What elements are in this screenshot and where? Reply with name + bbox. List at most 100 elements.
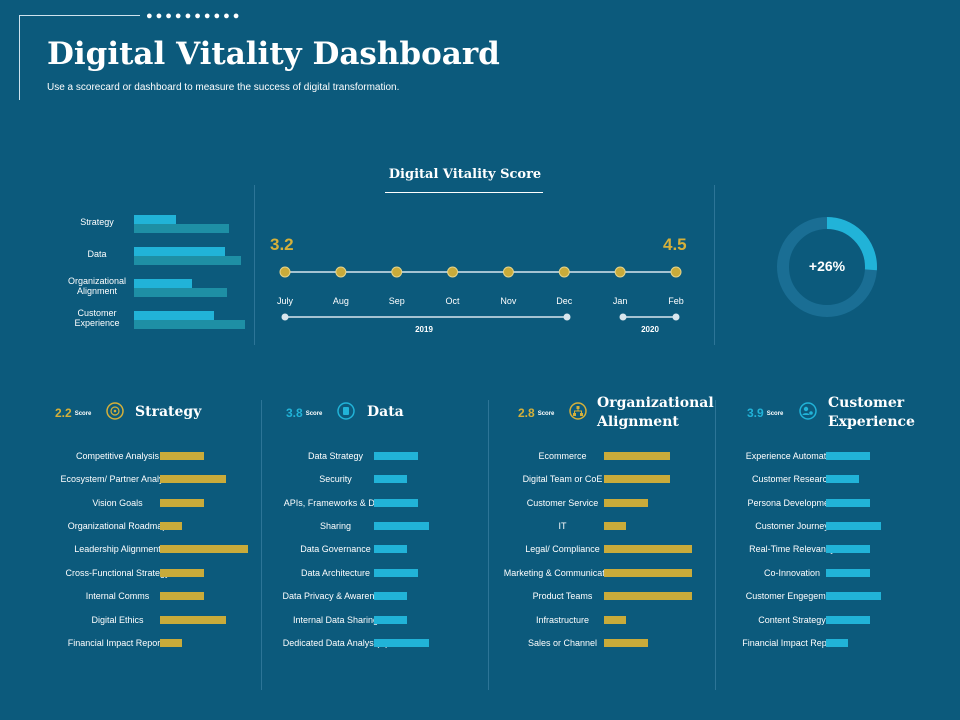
growth-percent: +26% xyxy=(808,258,846,274)
bar-series1-organizational-alignment xyxy=(134,279,192,288)
row-label-data-strategy: Data Strategy xyxy=(307,451,364,461)
divider xyxy=(261,400,262,690)
row-label-financial-impact-reports: Financial Impact Reports xyxy=(67,638,168,648)
row-label-real-time-relevancy: Real-Time Relevancy xyxy=(749,544,835,554)
timeline-dot-nov xyxy=(502,266,514,278)
bar-strategy-organizational-roadmap xyxy=(160,522,182,530)
customer-icon xyxy=(799,402,817,420)
bar-customer-experience-customer-research xyxy=(826,475,859,483)
row-label-data-governance: Data Governance xyxy=(300,544,371,554)
strategy-title: Strategy xyxy=(135,404,202,420)
strategy-score: 2.2 Score xyxy=(55,406,92,420)
page-subtitle: Use a scorecard or dashboard to measure … xyxy=(47,82,400,93)
month-label-feb: Feb xyxy=(668,296,684,306)
bar-customer-experience-content-strategy xyxy=(826,616,870,624)
bar-strategy-financial-impact-reports xyxy=(160,639,182,647)
page-title: Digital Vitality Dashboard xyxy=(47,36,500,72)
data-icon xyxy=(337,402,355,420)
bar-series2-organizational-alignment xyxy=(134,288,227,297)
end-score: 4.5 xyxy=(663,235,687,254)
divider xyxy=(488,400,489,690)
header-frame-left xyxy=(19,15,20,100)
bar-organizational-alignment-digital-team-or-coe xyxy=(604,475,670,483)
row-label-data-architecture: Data Architecture xyxy=(300,568,371,578)
month-label-sep: Sep xyxy=(388,296,405,306)
timeline-dot-dec xyxy=(558,266,570,278)
bar-data-internal-data-sharing xyxy=(374,616,407,624)
row-label-co-innovation: Co-Innovation xyxy=(763,568,821,578)
timeline-dot-feb xyxy=(670,266,682,278)
row-label-digital-ethics: Digital Ethics xyxy=(91,615,144,625)
bar-strategy-internal-comms xyxy=(160,592,204,600)
bar-series1-data xyxy=(134,247,225,256)
vitality-score-title: Digital Vitality Score xyxy=(388,167,542,182)
bar-organizational-alignment-sales-or-channel xyxy=(604,639,648,647)
bar-customer-experience-persona-development xyxy=(826,499,870,507)
row-label-infrastructure: Infrastructure xyxy=(535,615,590,625)
timeline-dot-july xyxy=(279,266,291,278)
month-label-nov: Nov xyxy=(500,296,517,306)
category-label-organizational-alignment: Organizational Alignment xyxy=(67,276,127,296)
header-frame-top xyxy=(20,15,140,16)
month-label-july: July xyxy=(276,296,293,306)
row-label-sales-or-channel: Sales or Channel xyxy=(527,638,598,648)
row-label-digital-team-or-coe: Digital Team or CoE xyxy=(522,474,603,484)
row-label-content-strategy: Content Strategy xyxy=(758,615,826,625)
row-label-financial-impact-reports: Financial Impact Reports xyxy=(742,638,842,648)
month-label-dec: Dec xyxy=(556,296,573,306)
row-label-it: IT xyxy=(558,521,567,531)
row-label-legal-compliance: Legal/ Compliance xyxy=(525,544,600,554)
bar-series2-strategy xyxy=(134,224,229,233)
row-label-customer-service: Customer Service xyxy=(526,498,599,508)
bar-data-dedicated-data-analyst-s xyxy=(374,639,429,647)
row-label-marketing-communications: Marketing & Communications xyxy=(503,568,622,578)
month-label-oct: Oct xyxy=(445,296,460,306)
decorative-dots: ●●●●●●●●●● xyxy=(146,10,243,22)
data-score: 3.8 Score xyxy=(286,406,323,420)
bar-strategy-cross-functional-strategy xyxy=(160,569,204,577)
row-label-cross-functional-strategy: Cross-Functional Strategy xyxy=(65,568,170,578)
divider xyxy=(715,400,716,690)
strategy-icon xyxy=(106,402,124,420)
vitality-score-underline xyxy=(385,192,543,193)
row-label-dedicated-data-analyst-s: Dedicated Data Analyst(S) xyxy=(282,638,389,648)
year-label-2019: 2019 xyxy=(415,325,433,334)
bar-strategy-ecosystem-partner-analysis xyxy=(160,475,226,483)
bar-strategy-digital-ethics xyxy=(160,616,226,624)
bar-organizational-alignment-it xyxy=(604,522,626,530)
row-label-organizational-roadmap: Organizational Roadmap xyxy=(67,521,168,531)
bar-series2-customer-experience xyxy=(134,320,245,329)
bar-series2-data xyxy=(134,256,241,265)
row-label-customer-journey: Customer Journey xyxy=(755,521,829,531)
month-label-jan: Jan xyxy=(612,296,628,306)
donut-progress xyxy=(777,217,877,317)
row-label-internal-comms: Internal Comms xyxy=(85,591,150,601)
bar-customer-experience-experience-automation xyxy=(826,452,870,460)
timeline-dot-sep xyxy=(391,266,403,278)
org-chart-icon xyxy=(569,402,587,420)
divider xyxy=(254,185,255,345)
year-span-dot xyxy=(563,313,571,321)
bar-data-data-strategy xyxy=(374,452,418,460)
bar-data-sharing xyxy=(374,522,429,530)
timeline-dot-aug xyxy=(335,266,347,278)
bar-organizational-alignment-legal-compliance xyxy=(604,545,692,553)
start-score: 3.2 xyxy=(270,235,294,254)
bar-customer-experience-real-time-relevancy xyxy=(826,545,870,553)
category-label-data: Data xyxy=(87,249,107,259)
row-label-competitive-analysis: Competitive Analysis xyxy=(75,451,160,461)
timeline-dot-oct xyxy=(447,266,459,278)
bar-data-data-governance xyxy=(374,545,407,553)
row-label-customer-research: Customer Research xyxy=(751,474,833,484)
timeline-dot-jan xyxy=(614,266,626,278)
bar-organizational-alignment-customer-service xyxy=(604,499,648,507)
bar-strategy-vision-goals xyxy=(160,499,204,507)
bar-series1-customer-experience xyxy=(134,311,214,320)
year-span-dot xyxy=(281,313,289,321)
customer-score: 3.9 Score xyxy=(747,406,784,420)
growth-donut xyxy=(777,217,877,317)
bar-strategy-competitive-analysis xyxy=(160,452,204,460)
alignment-score: 2.8 Score xyxy=(518,406,555,420)
row-label-internal-data-sharing: Internal Data Sharing xyxy=(292,615,379,625)
customer-title: Customer Experience xyxy=(828,395,915,430)
